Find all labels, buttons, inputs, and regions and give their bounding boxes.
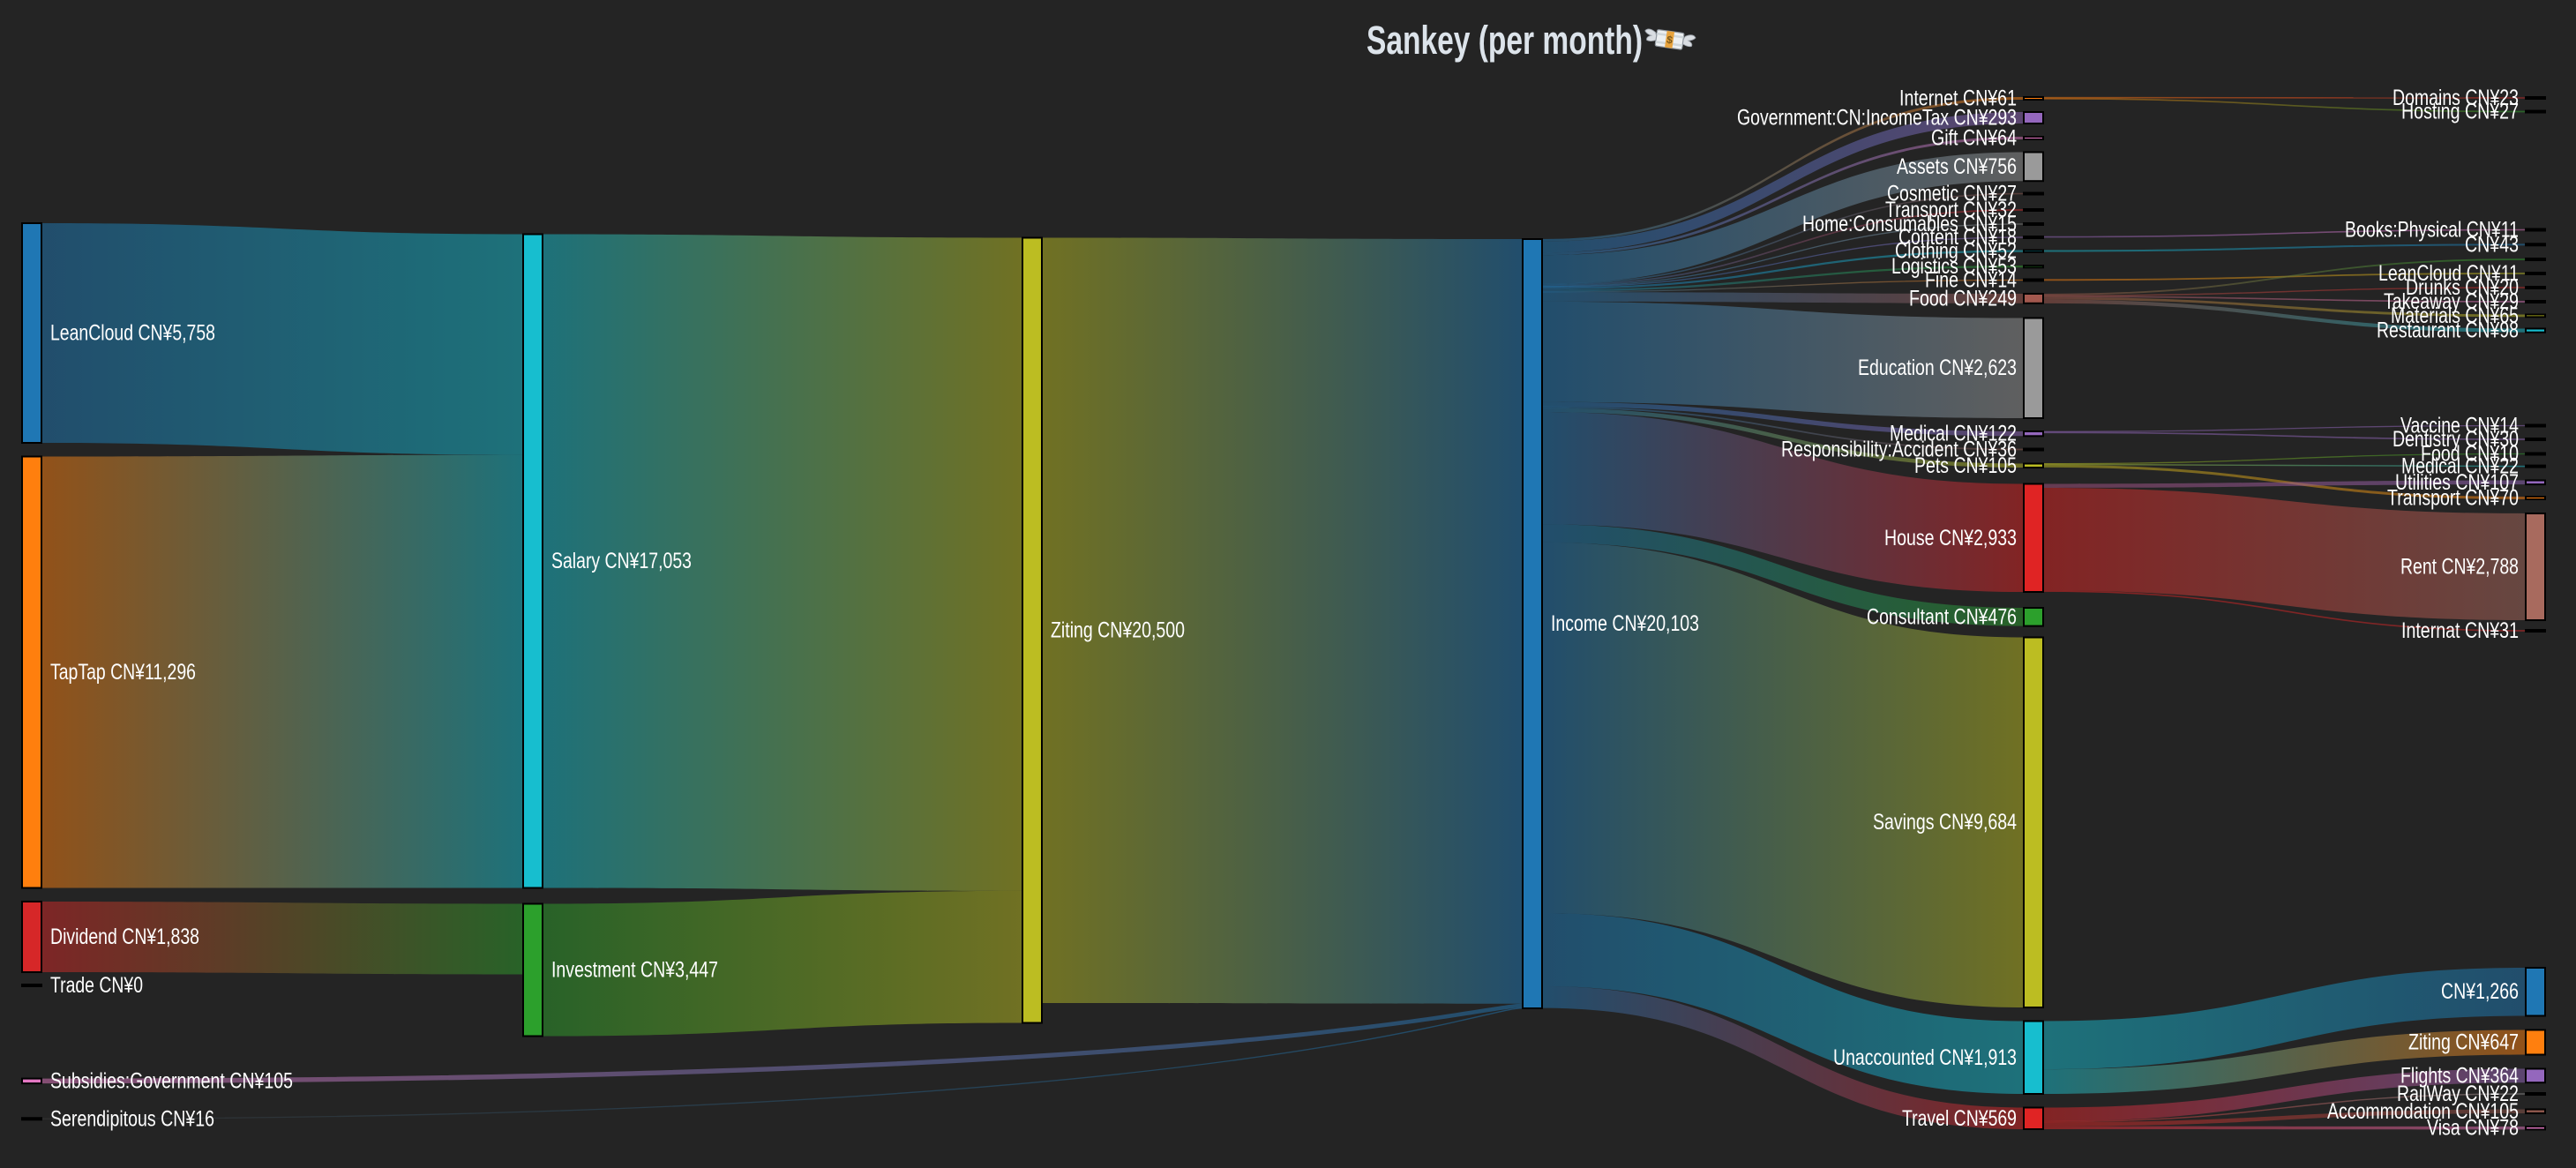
svg-text:Medical CN¥122: Medical CN¥122 — [1890, 422, 2017, 446]
svg-text:Sankey (per month): Sankey (per month) — [1367, 18, 1643, 63]
svg-text:RailWay CN¥22: RailWay CN¥22 — [2397, 1082, 2519, 1106]
svg-text:Cosmetic CN¥27: Cosmetic CN¥27 — [1887, 182, 2017, 206]
svg-text:Fine CN¥14: Fine CN¥14 — [1925, 268, 2017, 293]
svg-text:Serendipitous CN¥16: Serendipitous CN¥16 — [50, 1106, 214, 1131]
svg-text:Income CN¥20,103: Income CN¥20,103 — [1551, 611, 1699, 636]
svg-text:Gift CN¥64: Gift CN¥64 — [1931, 126, 2017, 151]
svg-text:Books:Physical CN¥11: Books:Physical CN¥11 — [2345, 218, 2519, 243]
svg-text:Drunks CN¥20: Drunks CN¥20 — [2406, 275, 2519, 300]
svg-text:House CN¥2,933: House CN¥2,933 — [1884, 526, 2017, 550]
svg-text:Ziting CN¥20,500: Ziting CN¥20,500 — [1051, 618, 1185, 643]
svg-text:Pets CN¥105: Pets CN¥105 — [1914, 453, 2017, 478]
svg-text:Flights CN¥364: Flights CN¥364 — [2400, 1063, 2519, 1088]
svg-text:Education CN¥2,623: Education CN¥2,623 — [1858, 356, 2017, 380]
svg-text:Visa CN¥78: Visa CN¥78 — [2427, 1116, 2519, 1141]
svg-text:LeanCloud CN¥5,758: LeanCloud CN¥5,758 — [50, 321, 215, 346]
svg-text:Accommodation CN¥105: Accommodation CN¥105 — [2327, 1099, 2519, 1124]
svg-text:Home:Consumables CN¥15: Home:Consumables CN¥15 — [1802, 212, 2017, 236]
svg-text:Salary CN¥17,053: Salary CN¥17,053 — [551, 549, 692, 573]
svg-text:CN¥43: CN¥43 — [2465, 232, 2519, 257]
svg-text:Content CN¥18: Content CN¥18 — [1898, 225, 2017, 250]
svg-text:Food CN¥249: Food CN¥249 — [1909, 286, 2017, 311]
svg-text:Responsibility:Accident CN¥36: Responsibility:Accident CN¥36 — [1781, 438, 2017, 462]
svg-text:Consultant CN¥476: Consultant CN¥476 — [1867, 604, 2017, 629]
svg-text:Dividend CN¥1,838: Dividend CN¥1,838 — [50, 925, 199, 949]
svg-text:Hosting CN¥27: Hosting CN¥27 — [2401, 100, 2519, 124]
svg-text:Internet CN¥61: Internet CN¥61 — [1899, 86, 2017, 111]
svg-text:Assets CN¥756: Assets CN¥756 — [1897, 154, 2017, 179]
svg-text:Dentistry CN¥30: Dentistry CN¥30 — [2393, 427, 2519, 452]
svg-text:Restaurant CN¥98: Restaurant CN¥98 — [2377, 318, 2519, 343]
svg-text:Food CN¥10: Food CN¥10 — [2421, 442, 2519, 467]
svg-text:Subsidies:Government CN¥105: Subsidies:Government CN¥105 — [50, 1068, 293, 1093]
svg-text:Government:CN:IncomeTax CN¥293: Government:CN:IncomeTax CN¥293 — [1737, 106, 2017, 131]
svg-text:Ziting CN¥647: Ziting CN¥647 — [2408, 1030, 2519, 1055]
svg-text:Logistics CN¥53: Logistics CN¥53 — [1891, 254, 2017, 279]
svg-text:Medical CN¥22: Medical CN¥22 — [2401, 454, 2519, 479]
svg-text:Internat CN¥31: Internat CN¥31 — [2401, 618, 2519, 643]
svg-text:Investment CN¥3,447: Investment CN¥3,447 — [551, 958, 718, 983]
svg-text:Domains CN¥23: Domains CN¥23 — [2393, 86, 2519, 110]
svg-text:Unaccounted CN¥1,913: Unaccounted CN¥1,913 — [1833, 1045, 2017, 1070]
svg-text:Transport CN¥32: Transport CN¥32 — [1885, 198, 2017, 222]
svg-text:Trade CN¥0: Trade CN¥0 — [50, 973, 143, 998]
svg-text:Rent CN¥2,788: Rent CN¥2,788 — [2400, 555, 2519, 580]
svg-text:Savings CN¥9,684: Savings CN¥9,684 — [1873, 810, 2017, 835]
svg-text:Clothing CN¥52: Clothing CN¥52 — [1895, 239, 2017, 264]
svg-text:Takeaway CN¥29: Takeaway CN¥29 — [2384, 289, 2519, 314]
svg-text:CN¥1,266: CN¥1,266 — [2441, 979, 2519, 1004]
svg-text:Utilities CN¥107: Utilities CN¥107 — [2395, 470, 2519, 495]
svg-text:$: $ — [1666, 34, 1674, 47]
svg-text:Materials CN¥65: Materials CN¥65 — [2391, 303, 2519, 328]
svg-text:LeanCloud CN¥11: LeanCloud CN¥11 — [2378, 261, 2519, 286]
svg-text:TapTap CN¥11,296: TapTap CN¥11,296 — [50, 660, 196, 685]
svg-text:Transport CN¥70: Transport CN¥70 — [2387, 486, 2519, 511]
svg-text:Vaccine CN¥14: Vaccine CN¥14 — [2400, 414, 2519, 438]
svg-text:Travel CN¥569: Travel CN¥569 — [1902, 1106, 2017, 1131]
